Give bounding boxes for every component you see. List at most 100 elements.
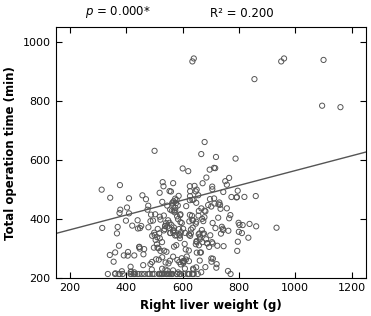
Point (171, 228, 177, 233)
Point (114, 231, 120, 236)
Point (177, 233, 183, 238)
Point (218, 231, 224, 236)
Point (200, 219, 206, 224)
Point (176, 232, 182, 237)
Point (186, 248, 192, 253)
Point (182, 230, 188, 235)
Point (157, 190, 162, 195)
Point (201, 231, 207, 236)
Point (161, 184, 167, 189)
Point (128, 271, 134, 276)
Point (159, 255, 165, 260)
Point (156, 271, 162, 276)
Point (131, 270, 137, 275)
Point (155, 246, 161, 251)
Point (159, 240, 165, 245)
Point (112, 271, 118, 276)
Point (128, 264, 134, 269)
Point (117, 183, 123, 188)
Point (177, 220, 183, 225)
Point (224, 182, 230, 187)
Point (193, 265, 199, 270)
Point (207, 233, 213, 238)
Point (171, 208, 177, 213)
Point (167, 271, 173, 276)
Point (155, 226, 161, 231)
Point (189, 217, 195, 222)
Point (117, 271, 123, 276)
Point (167, 258, 173, 263)
Point (234, 248, 240, 253)
Point (145, 225, 151, 230)
Point (168, 189, 174, 194)
Point (128, 270, 134, 275)
Point (139, 193, 145, 198)
Point (134, 271, 140, 276)
Point (209, 184, 215, 189)
Point (162, 260, 168, 265)
Point (140, 263, 146, 268)
Point (173, 205, 178, 210)
Point (165, 271, 171, 276)
Point (135, 218, 141, 223)
Point (227, 213, 233, 218)
Point (197, 258, 203, 263)
Point (165, 261, 171, 266)
Point (210, 241, 216, 246)
Point (194, 250, 200, 255)
Point (149, 267, 155, 272)
Text: $p$ = 0.000*: $p$ = 0.000* (85, 4, 151, 20)
Point (195, 271, 201, 276)
Point (216, 202, 221, 207)
Point (216, 200, 222, 205)
Point (181, 259, 187, 264)
Point (159, 271, 165, 276)
Point (213, 155, 219, 160)
Point (162, 227, 168, 232)
Point (175, 217, 181, 222)
Point (149, 233, 155, 238)
Point (214, 262, 220, 267)
Point (152, 212, 158, 217)
Point (184, 254, 190, 259)
Point (220, 228, 226, 233)
Point (220, 190, 226, 195)
Point (161, 271, 167, 276)
Point (183, 257, 189, 262)
Point (129, 223, 135, 228)
Point (201, 208, 207, 213)
Point (170, 230, 176, 235)
Point (198, 270, 204, 275)
Point (193, 200, 199, 205)
Point (150, 271, 155, 276)
Point (191, 267, 197, 272)
Point (236, 222, 242, 228)
Point (160, 179, 165, 185)
Point (167, 230, 173, 235)
Point (180, 166, 186, 171)
Point (174, 214, 180, 219)
Point (145, 271, 151, 276)
Point (187, 198, 193, 203)
Point (338, 105, 344, 110)
Point (130, 271, 136, 276)
Point (209, 240, 215, 245)
Point (202, 139, 208, 144)
Point (159, 271, 165, 276)
Point (171, 225, 177, 230)
Point (210, 221, 216, 226)
Y-axis label: Total operation time (min): Total operation time (min) (4, 66, 17, 240)
Point (215, 215, 221, 220)
Point (168, 222, 174, 228)
Point (221, 244, 227, 249)
Point (186, 219, 192, 224)
Point (203, 209, 209, 214)
Point (208, 204, 214, 209)
Point (132, 271, 138, 276)
Point (199, 228, 205, 233)
Point (236, 220, 242, 225)
Point (157, 271, 162, 276)
Point (116, 210, 122, 216)
Point (120, 271, 126, 276)
Point (128, 271, 134, 276)
